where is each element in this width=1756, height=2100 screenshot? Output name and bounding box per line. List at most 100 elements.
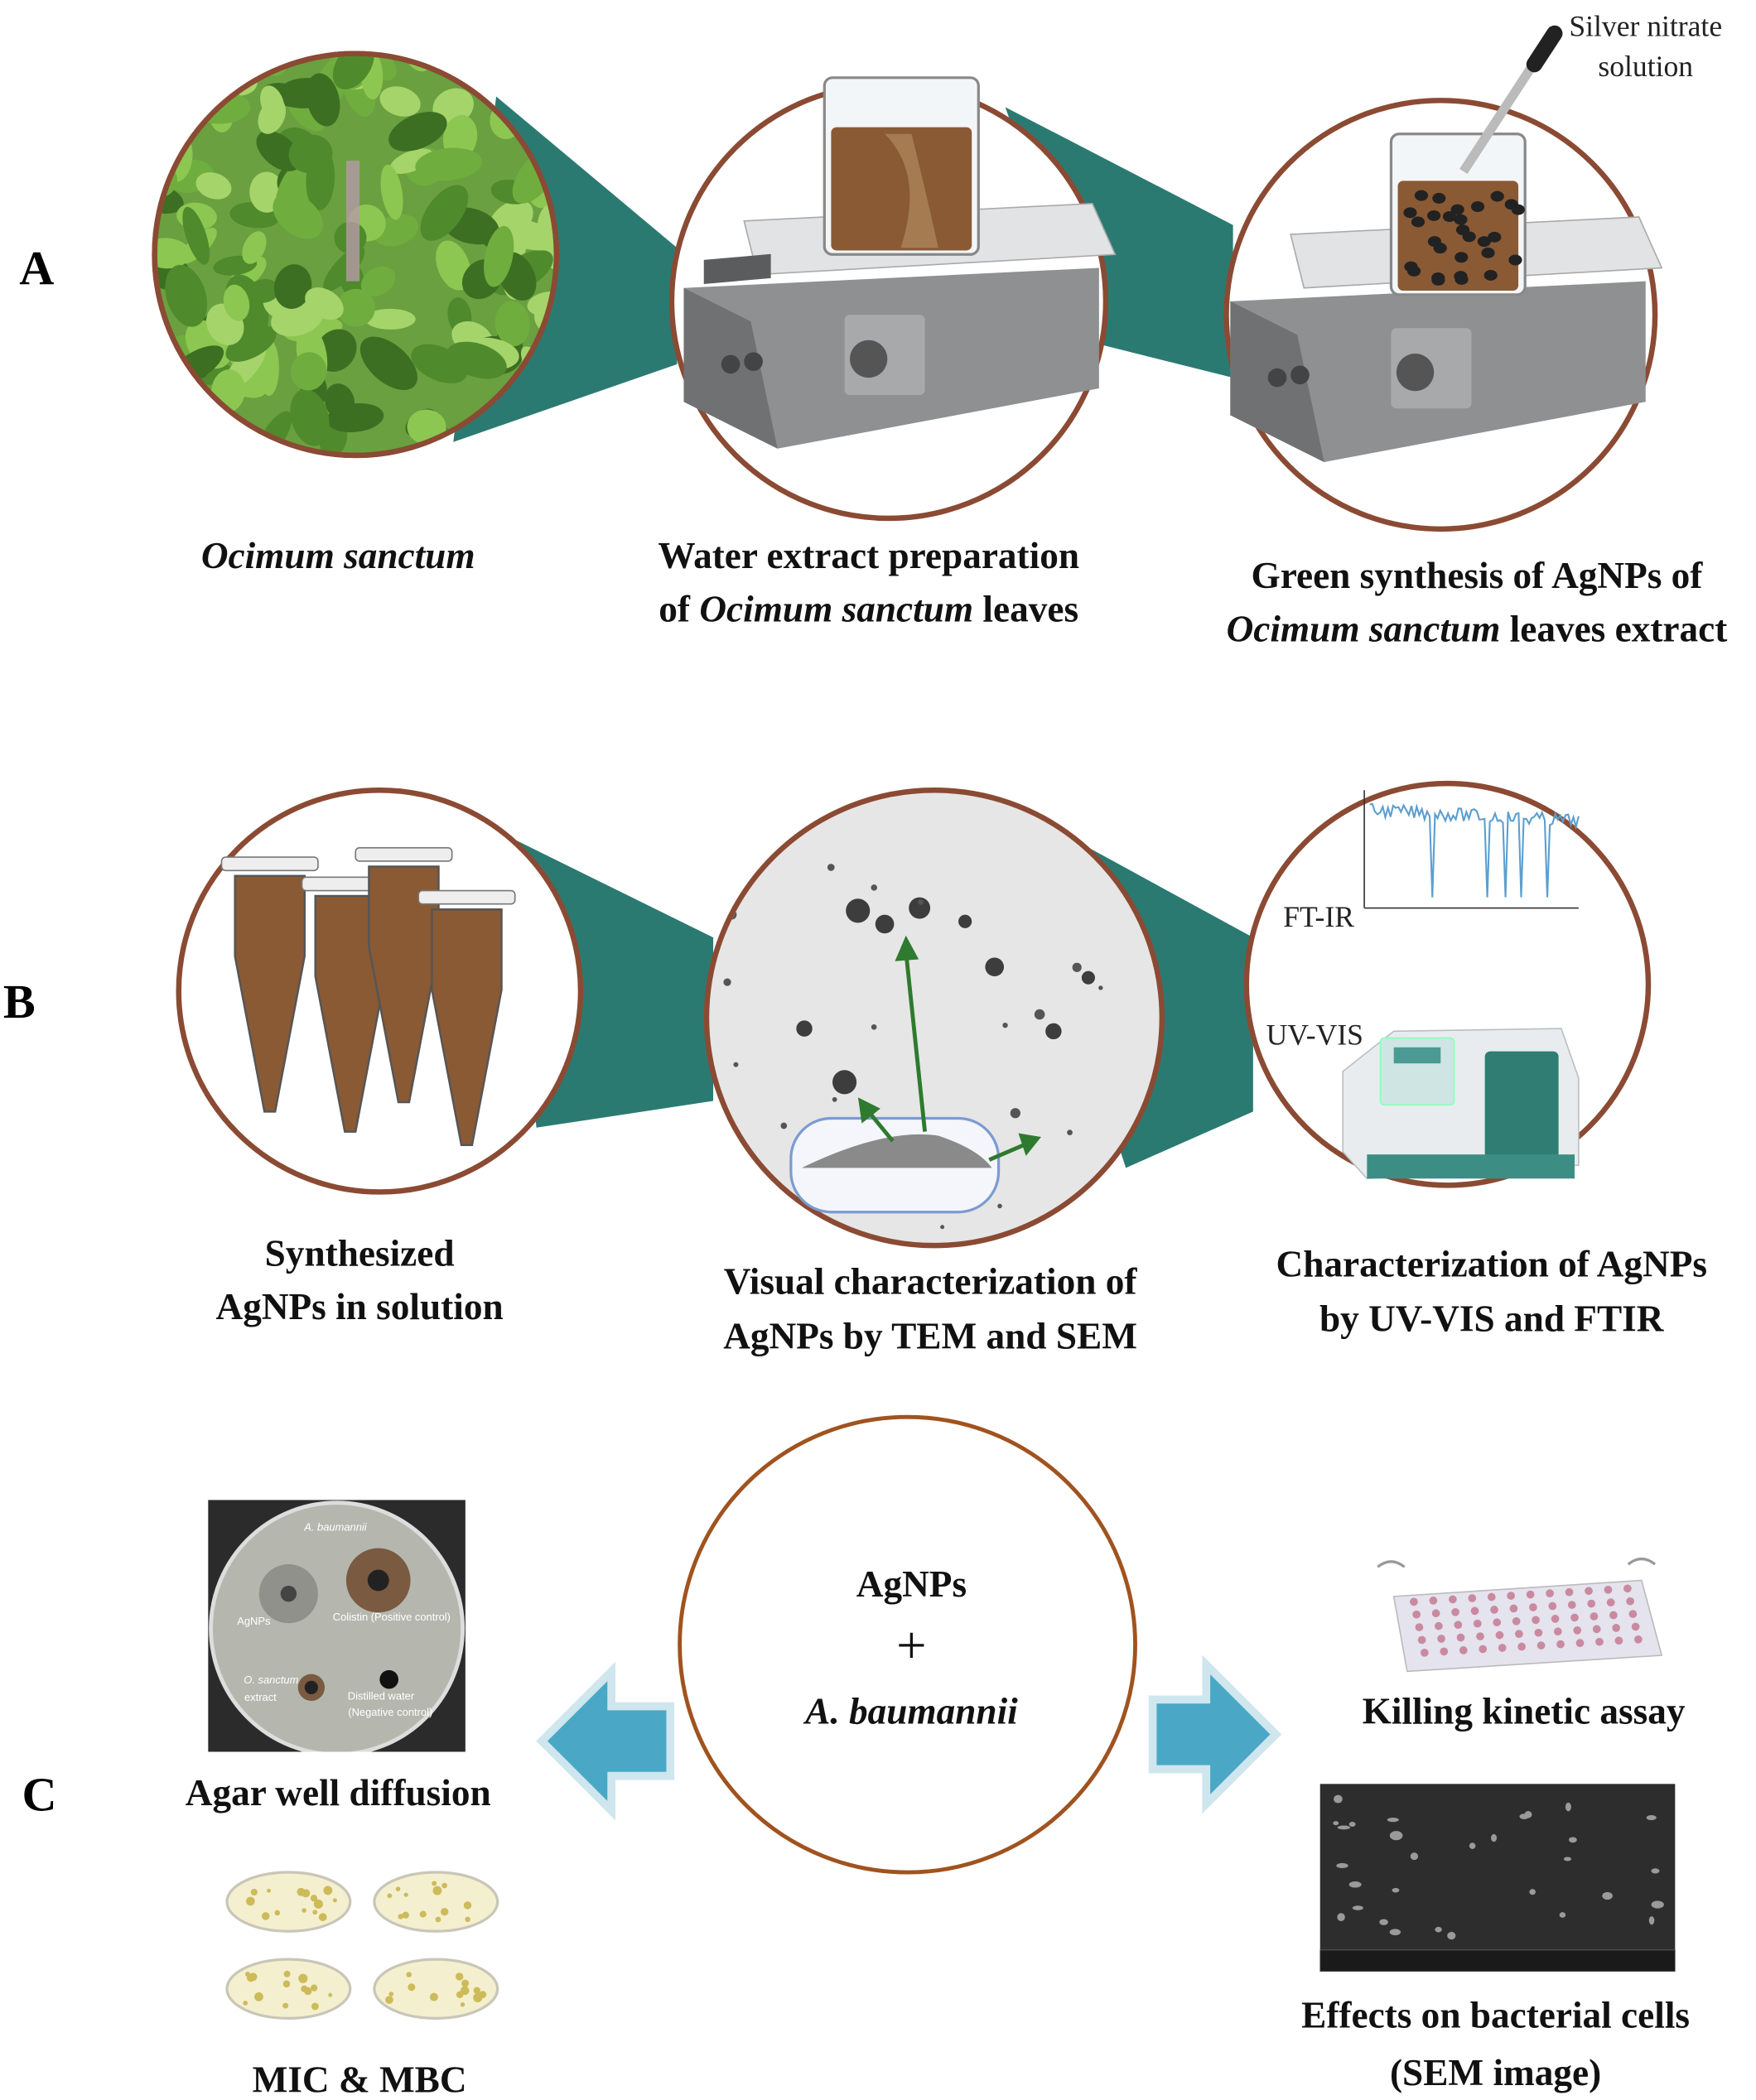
colony — [246, 1896, 255, 1906]
colony — [387, 1893, 393, 1899]
particle — [1508, 254, 1522, 266]
particle — [1454, 274, 1469, 285]
colony — [311, 2002, 319, 2011]
colony — [318, 1913, 327, 1922]
well — [1507, 1592, 1516, 1600]
caption-part: of — [658, 588, 691, 629]
colony — [463, 1901, 472, 1910]
colony — [313, 1899, 323, 1909]
colony — [243, 2001, 248, 2006]
nanoparticle — [1081, 971, 1096, 985]
well — [1490, 1606, 1498, 1614]
leaf — [513, 75, 554, 104]
particle — [1432, 192, 1446, 204]
well — [1546, 1589, 1554, 1598]
colony — [298, 1973, 308, 1983]
cell — [1490, 1833, 1498, 1842]
cell — [1410, 1852, 1419, 1861]
particle — [1442, 211, 1457, 222]
cell — [1392, 1887, 1400, 1893]
well — [1495, 1630, 1504, 1640]
well — [1468, 1594, 1477, 1602]
well — [1565, 1587, 1574, 1597]
caption: Agar well diffusion — [186, 1772, 491, 1813]
nanoparticle — [875, 914, 895, 934]
particle — [1427, 210, 1441, 221]
particles — [1403, 190, 1525, 286]
particle — [1406, 265, 1421, 277]
colony — [248, 1972, 258, 1982]
colony — [473, 1987, 481, 1994]
nanoparticle — [918, 899, 924, 905]
nanoparticle — [846, 898, 871, 923]
well — [1534, 1628, 1543, 1637]
leaf — [325, 383, 355, 420]
well — [1556, 1640, 1565, 1649]
well — [1410, 1597, 1418, 1606]
well — [1421, 1648, 1429, 1657]
well — [1493, 1618, 1502, 1627]
well — [1435, 1621, 1443, 1630]
cell — [1379, 1919, 1388, 1925]
colony — [408, 1983, 416, 1992]
leaf — [364, 308, 416, 330]
tubes — [220, 846, 516, 1147]
leaf — [389, 148, 433, 174]
leaf — [182, 206, 210, 265]
particle — [1490, 190, 1504, 202]
particle — [1470, 201, 1485, 212]
colony — [440, 1907, 449, 1916]
dish-label: O. sanctum — [244, 1674, 298, 1686]
nanoparticle — [780, 1122, 788, 1129]
plate — [373, 1871, 499, 1933]
colony — [385, 1996, 393, 2004]
well — [1517, 1642, 1526, 1651]
nanoparticle — [940, 1225, 945, 1230]
cell — [1337, 1825, 1350, 1830]
colony — [323, 1886, 333, 1895]
leaf — [258, 98, 287, 134]
sem-cells — [1333, 1794, 1664, 1940]
tube-body — [368, 865, 440, 1104]
well — [1487, 1592, 1496, 1601]
hot-plate — [683, 76, 1117, 449]
colony — [460, 2002, 466, 2007]
well — [1570, 1613, 1579, 1622]
nanoparticle — [1072, 962, 1082, 972]
leaf — [223, 284, 250, 321]
well — [1417, 1635, 1426, 1645]
well — [1606, 1598, 1615, 1607]
cell — [1336, 1862, 1348, 1869]
particle — [1427, 236, 1442, 248]
colony — [419, 1910, 427, 1918]
center-text: AgNPs — [856, 1563, 967, 1605]
well — [1415, 1623, 1424, 1631]
nanoparticle — [733, 1062, 739, 1067]
dish-label: Distilled water — [348, 1689, 415, 1702]
cell — [1389, 1929, 1401, 1936]
caption-part: leaves extract — [1510, 609, 1728, 650]
leaf — [388, 112, 447, 152]
particle — [1504, 199, 1518, 210]
well — [1623, 1584, 1632, 1593]
agar-dish — [209, 1500, 466, 1752]
particle — [1481, 247, 1495, 258]
well — [1628, 1610, 1638, 1618]
colony — [267, 1888, 272, 1893]
well — [1633, 1635, 1643, 1644]
leaf — [157, 238, 191, 269]
leaf — [530, 55, 554, 72]
leaf — [195, 426, 231, 453]
cell — [1348, 1821, 1356, 1827]
arrow-right — [1148, 1654, 1282, 1814]
leaf — [207, 55, 234, 81]
ftir-label: FT-IR — [1283, 900, 1354, 933]
well — [1551, 1615, 1560, 1623]
colony — [398, 1914, 403, 1919]
colony — [301, 1985, 308, 1992]
cell — [1337, 1913, 1345, 1922]
cell — [1568, 1837, 1577, 1843]
cell — [1519, 1813, 1529, 1819]
nanoparticle — [909, 897, 931, 919]
spectrophotometer — [1342, 1028, 1580, 1180]
